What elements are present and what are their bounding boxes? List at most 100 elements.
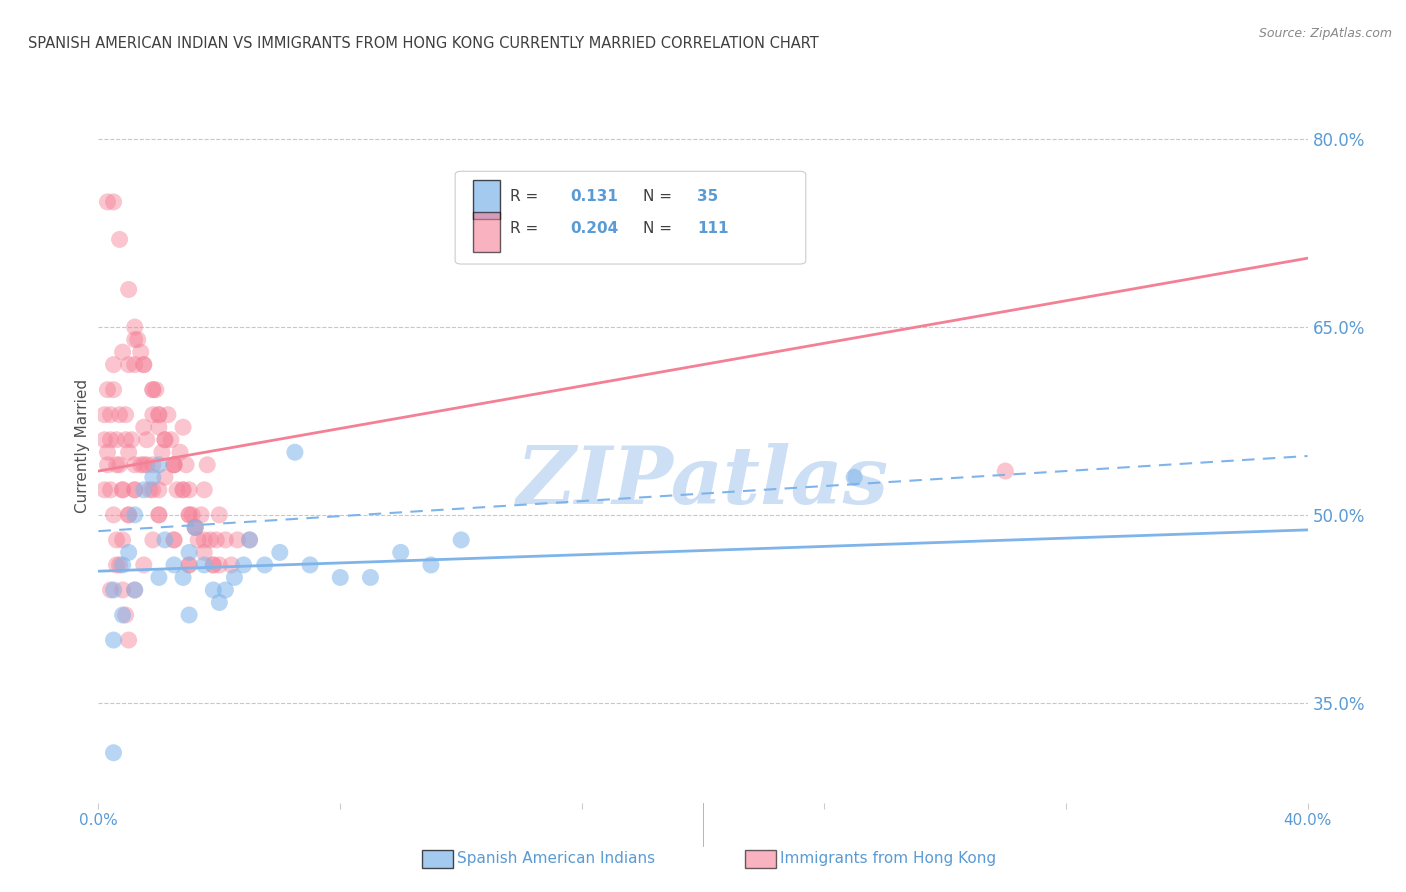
Point: [172, 483, 194, 497]
Point: [148, 570, 170, 584]
Point: [142, 470, 165, 484]
Point: [118, 508, 141, 522]
Point: [148, 508, 170, 522]
Point: [132, 358, 155, 372]
Point: [108, 232, 131, 246]
Text: ZIPatlas: ZIPatlas: [517, 443, 889, 520]
Point: [93, 433, 115, 447]
Point: [142, 533, 165, 547]
Point: [187, 533, 209, 547]
Point: [226, 533, 249, 547]
Point: [103, 508, 125, 522]
Point: [118, 508, 141, 522]
Point: [93, 408, 115, 422]
Point: [253, 558, 276, 572]
Point: [208, 508, 231, 522]
Point: [111, 607, 134, 622]
Point: [145, 383, 167, 397]
Point: [153, 433, 176, 447]
Text: 0.204: 0.204: [569, 221, 619, 235]
Point: [103, 746, 125, 760]
Point: [135, 433, 157, 447]
Point: [114, 607, 136, 622]
Point: [124, 333, 146, 347]
Point: [329, 570, 352, 584]
Point: [200, 533, 222, 547]
Point: [184, 520, 207, 534]
Point: [132, 420, 155, 434]
Point: [111, 558, 134, 572]
Point: [239, 533, 262, 547]
Point: [163, 558, 186, 572]
Point: [121, 433, 143, 447]
Point: [132, 458, 155, 472]
Point: [129, 458, 152, 472]
Text: Spanish American Indians: Spanish American Indians: [457, 852, 655, 866]
Point: [169, 445, 191, 459]
Point: [132, 358, 155, 372]
Point: [142, 483, 165, 497]
Point: [142, 383, 165, 397]
Point: [100, 483, 122, 497]
Point: [160, 433, 183, 447]
Point: [202, 558, 225, 572]
Point: [124, 508, 146, 522]
Text: 111: 111: [697, 221, 728, 235]
Point: [163, 458, 186, 472]
Point: [100, 408, 122, 422]
Point: [96, 458, 118, 472]
Text: R =: R =: [509, 221, 547, 235]
Point: [299, 558, 322, 572]
Point: [174, 458, 197, 472]
Point: [103, 383, 125, 397]
Point: [124, 320, 146, 334]
Text: SPANISH AMERICAN INDIAN VS IMMIGRANTS FROM HONG KONG CURRENTLY MARRIED CORRELATI: SPANISH AMERICAN INDIAN VS IMMIGRANTS FR…: [28, 36, 818, 51]
Point: [153, 470, 176, 484]
Point: [129, 345, 152, 359]
Point: [105, 458, 128, 472]
Point: [127, 333, 149, 347]
FancyBboxPatch shape: [474, 212, 501, 252]
Point: [179, 558, 201, 572]
Point: [389, 545, 412, 559]
Point: [179, 545, 201, 559]
Point: [163, 533, 186, 547]
Point: [163, 458, 186, 472]
Point: [184, 520, 207, 534]
Point: [148, 420, 170, 434]
Text: N =: N =: [643, 189, 676, 203]
Point: [105, 433, 128, 447]
Point: [148, 508, 170, 522]
Point: [163, 533, 186, 547]
Point: [202, 582, 225, 597]
Point: [148, 458, 170, 472]
Point: [111, 345, 134, 359]
Point: [124, 458, 146, 472]
Y-axis label: Currently Married: Currently Married: [75, 379, 90, 513]
Point: [269, 545, 291, 559]
Point: [195, 458, 218, 472]
Text: Immigrants from Hong Kong: Immigrants from Hong Kong: [780, 852, 997, 866]
Point: [118, 633, 141, 648]
Point: [179, 558, 201, 572]
Point: [142, 383, 165, 397]
Point: [114, 408, 136, 422]
Point: [148, 408, 170, 422]
Point: [118, 445, 141, 459]
Point: [156, 408, 179, 422]
Point: [148, 483, 170, 497]
Point: [124, 582, 146, 597]
Point: [103, 582, 125, 597]
Point: [93, 483, 115, 497]
Point: [214, 582, 236, 597]
Point: [108, 558, 131, 572]
Point: [232, 558, 254, 572]
Point: [118, 545, 141, 559]
Point: [420, 558, 443, 572]
Point: [105, 558, 128, 572]
Point: [153, 533, 176, 547]
Point: [103, 633, 125, 648]
Point: [135, 458, 157, 472]
Point: [193, 533, 215, 547]
Point: [124, 483, 146, 497]
